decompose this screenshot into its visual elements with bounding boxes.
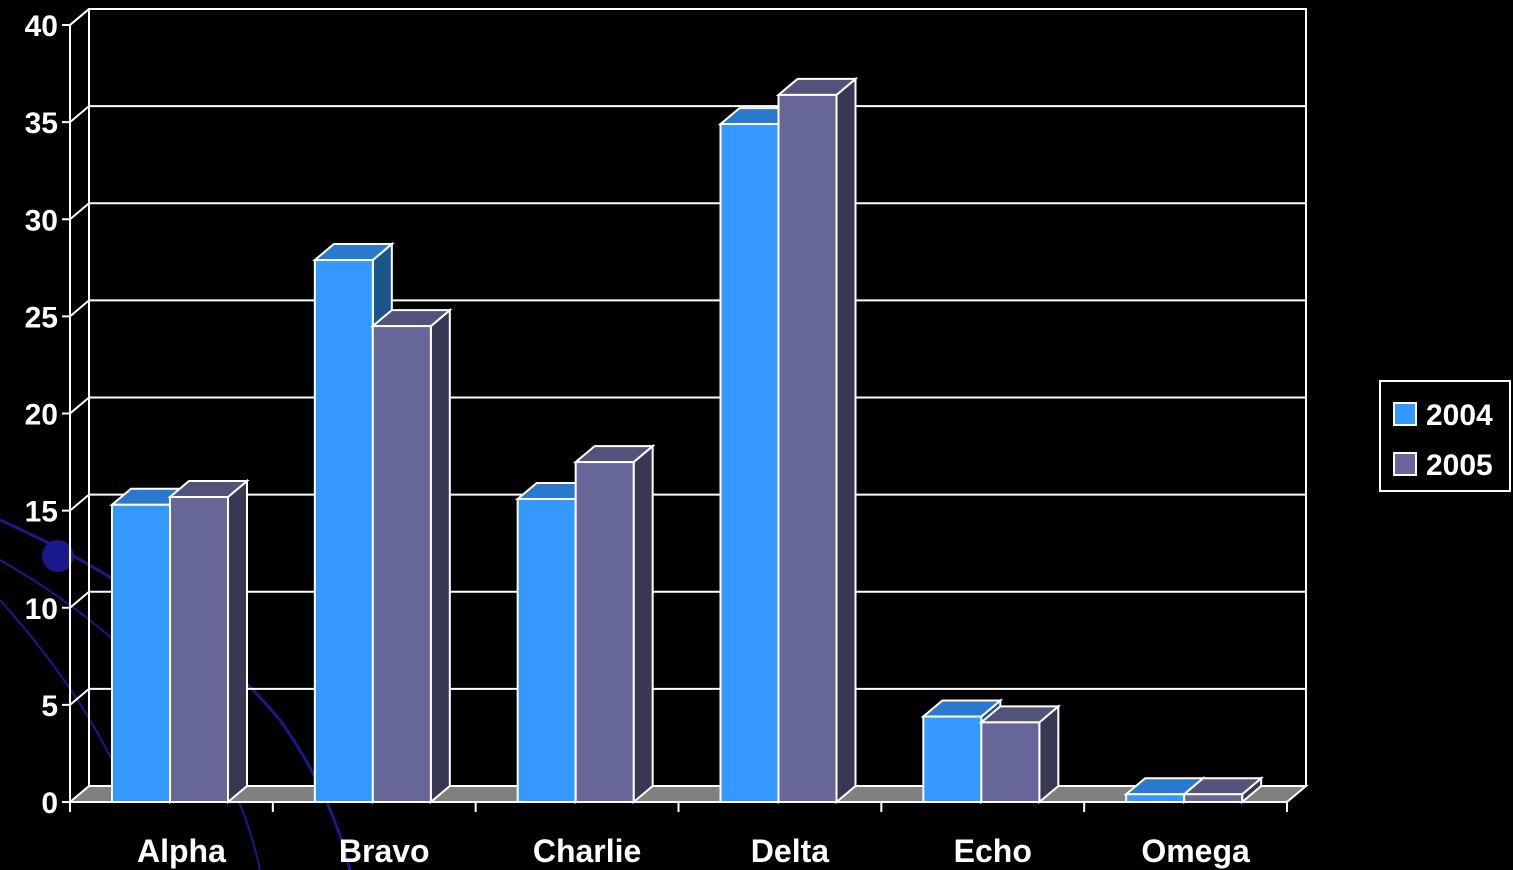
gridline-side — [69, 590, 90, 609]
x-tick-label: Alpha — [137, 833, 226, 869]
gridline-side — [69, 493, 90, 512]
bar-2005-charlie — [572, 443, 656, 805]
y-axis: 0 5 10 15 20 25 30 35 40 — [25, 10, 71, 820]
bar-side — [429, 307, 451, 805]
bar-front — [922, 715, 983, 804]
y-tick-label: 0 — [41, 787, 58, 820]
bar-2005-omega — [1181, 776, 1264, 805]
y-tick-label: 10 — [25, 593, 58, 626]
y-tick-label: 35 — [25, 107, 58, 140]
floor — [67, 785, 1309, 803]
gridline-side — [69, 202, 90, 221]
plot-floor — [67, 785, 1309, 803]
bars — [109, 76, 1264, 805]
bar-front — [574, 461, 635, 803]
legend-label-2005: 2005 — [1426, 449, 1493, 482]
bar-front — [980, 721, 1041, 803]
gridline-side — [69, 396, 90, 415]
gridline-side — [69, 688, 90, 706]
x-tick-label: Omega — [1141, 833, 1250, 869]
bar-front — [111, 503, 171, 803]
bar-front — [777, 93, 838, 804]
gridline-side — [69, 8, 90, 26]
bar-side — [227, 478, 248, 805]
bar-front — [313, 259, 374, 804]
bar-front — [371, 325, 432, 803]
y-tick-label: 40 — [25, 10, 58, 43]
gridline-side — [69, 105, 90, 123]
legend: 2004 2005 — [1379, 380, 1511, 492]
y-tick-label: 25 — [25, 301, 58, 334]
x-tick-label: Charlie — [533, 833, 641, 869]
y-tick-label: 30 — [25, 204, 58, 237]
bar-front — [1183, 793, 1244, 803]
grid-lines — [69, 8, 1306, 706]
x-tick-label: Bravo — [339, 833, 430, 869]
x-axis: Alpha Bravo Charlie Delta Echo Omega — [69, 802, 1288, 869]
bar-2005-bravo — [370, 307, 453, 805]
y-tick-label: 15 — [25, 496, 58, 529]
bar-front — [1125, 793, 1186, 803]
bar-2005-alpha — [167, 478, 250, 805]
y-tick-label: 20 — [25, 399, 58, 432]
bar-front — [169, 496, 229, 803]
legend-swatch-2005 — [1393, 452, 1417, 476]
bar-front — [719, 123, 780, 803]
bar-side — [835, 76, 857, 805]
legend-swatch-2004 — [1393, 402, 1417, 426]
y-tick-label: 5 — [41, 690, 58, 723]
bar-front — [516, 497, 577, 803]
gridline-side — [69, 299, 90, 318]
legend-label-2004: 2004 — [1426, 399, 1493, 432]
x-tick-label: Echo — [954, 833, 1032, 869]
x-tick-label: Delta — [751, 833, 829, 869]
bar-2005-echo — [978, 704, 1062, 805]
bar-2005-delta — [775, 76, 859, 805]
bar-side — [632, 443, 654, 805]
